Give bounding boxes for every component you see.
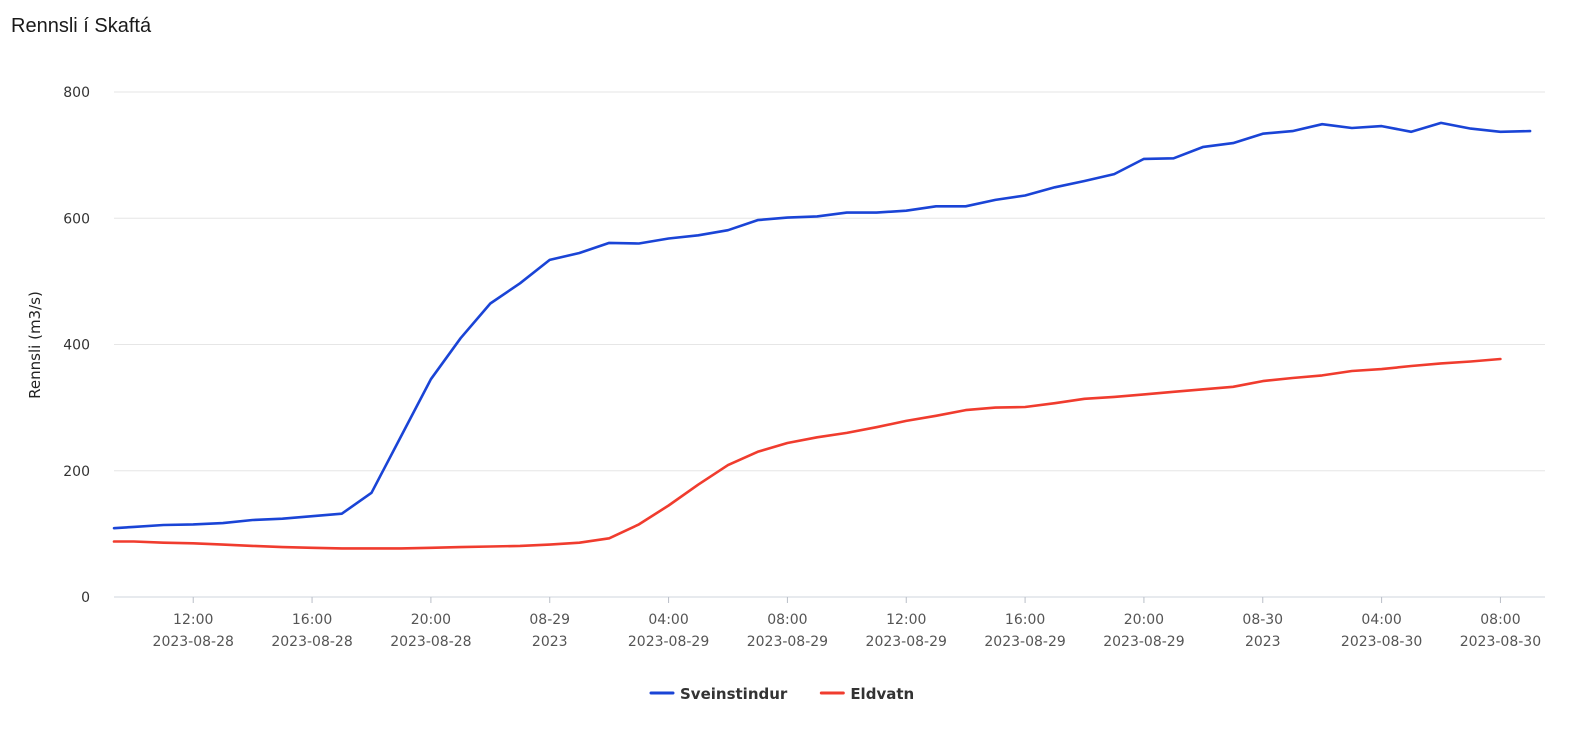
x-tick-label: 12:00 xyxy=(173,612,213,628)
x-tick-label: 2023-08-28 xyxy=(390,634,471,650)
legend: Sveinstindur Eldvatn xyxy=(649,685,914,703)
legend-label: Eldvatn xyxy=(850,685,914,703)
x-tick-label: 2023-08-29 xyxy=(1103,634,1184,650)
chart-title: Rennsli í Skaftá xyxy=(11,15,152,37)
legend-label: Sveinstindur xyxy=(680,685,788,703)
x-tick-label: 16:00 xyxy=(1005,612,1045,628)
legend-item-eldvatn[interactable]: Eldvatn xyxy=(819,685,914,703)
x-tick-label: 20:00 xyxy=(1124,612,1164,628)
y-tick-label: 0 xyxy=(81,590,90,606)
x-tick-label: 2023 xyxy=(1245,634,1281,650)
x-tick-label: 2023-08-29 xyxy=(866,634,947,650)
x-tick-label: 08-29 xyxy=(529,612,570,628)
x-tick-label: 2023-08-30 xyxy=(1460,634,1541,650)
y-axis-title: Rennsli (m3/s) xyxy=(26,291,44,399)
y-tick-label: 600 xyxy=(63,211,90,227)
series-line-eldvatn xyxy=(112,357,1502,550)
y-tick-label: 400 xyxy=(63,338,90,354)
x-tick-label: 2023-08-28 xyxy=(271,634,352,650)
gridlines xyxy=(114,91,1545,598)
x-tick-label: 2023 xyxy=(532,634,568,650)
x-tick-label: 2023-08-30 xyxy=(1341,634,1422,650)
x-tick-label: 04:00 xyxy=(648,612,688,628)
x-tick-label: 2023-08-28 xyxy=(153,634,234,650)
x-tick-label: 12:00 xyxy=(886,612,926,628)
y-tick-label: 200 xyxy=(63,464,90,480)
x-tick-label: 08-30 xyxy=(1242,612,1283,628)
x-tick-label: 16:00 xyxy=(292,612,332,628)
y-tick-label: 800 xyxy=(63,85,90,101)
series-lines xyxy=(112,121,1532,550)
y-axis-ticks: 0 200 400 600 800 xyxy=(63,85,90,606)
x-tick-label: 2023-08-29 xyxy=(628,634,709,650)
x-axis-ticks: 12:00 2023-08-28 16:00 2023-08-28 20:00 2023-… xyxy=(153,597,1541,650)
x-tick-label: 08:00 xyxy=(1480,612,1520,628)
series-line-sveinstindur xyxy=(112,121,1532,530)
x-tick-label: 2023-08-29 xyxy=(747,634,828,650)
legend-item-sveinstindur[interactable]: Sveinstindur xyxy=(649,685,788,703)
x-tick-label: 2023-08-29 xyxy=(984,634,1065,650)
x-tick-label: 08:00 xyxy=(767,612,807,628)
x-tick-label: 20:00 xyxy=(411,612,451,628)
x-tick-label: 04:00 xyxy=(1361,612,1401,628)
